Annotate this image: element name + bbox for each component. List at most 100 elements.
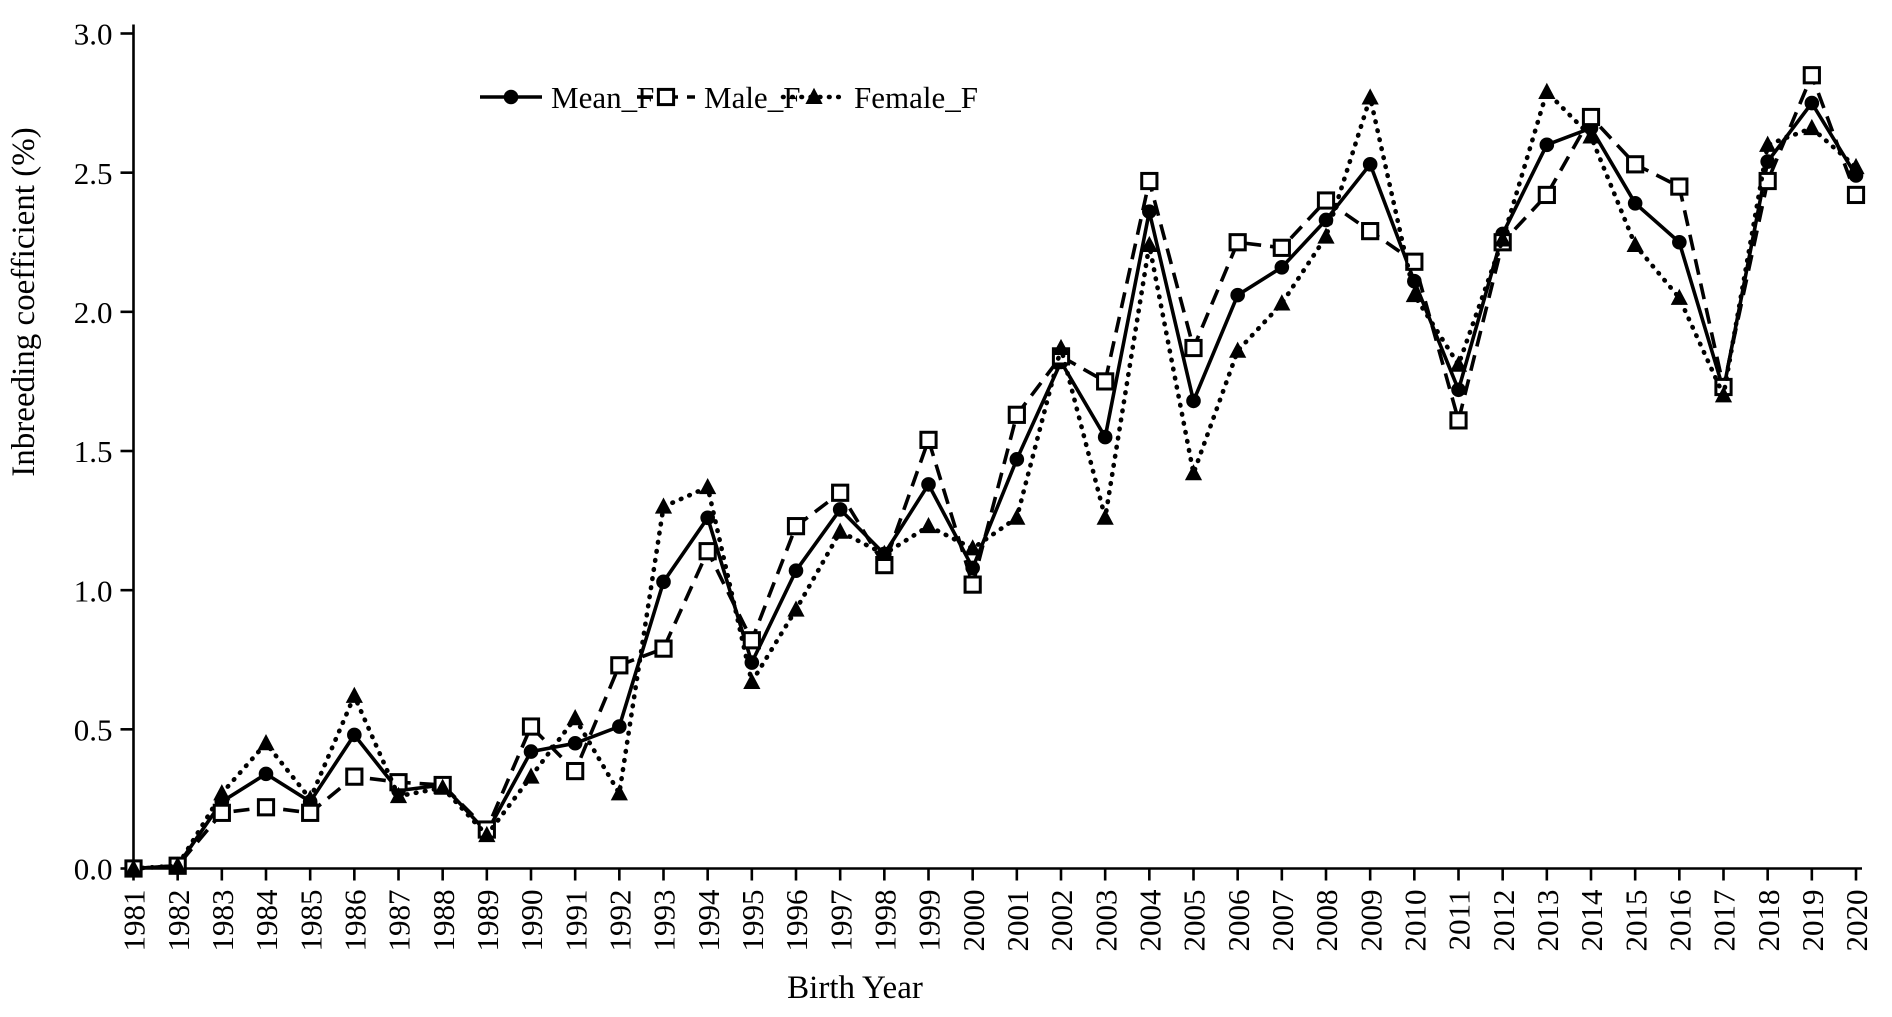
data-point-triangle [654,497,673,514]
data-point-square [1405,252,1424,271]
data-point-triangle [1759,135,1777,152]
x-tick-label: 1985 [293,890,328,952]
x-tick-label: 1991 [558,890,593,952]
series-line-mean_f [133,99,1858,871]
data-point-square [963,575,982,594]
data-point-square [301,803,320,822]
data-point-triangle [699,477,717,495]
data-point-square [919,430,938,449]
data-point-triangle [124,859,143,876]
x-tick-label: 2017 [1707,890,1742,952]
x-tick-label: 1994 [691,889,726,952]
data-point-circle [656,574,671,590]
x-tick-label: 2012 [1486,890,1521,952]
data-point-triangle [964,539,982,556]
x-tick-label: 1988 [426,890,461,952]
data-point-square [1670,177,1689,196]
data-point-square [212,803,231,822]
data-point-triangle [1361,88,1379,105]
x-tick-label: 1998 [867,890,902,952]
data-point-triangle [610,784,628,801]
data-point-square [1184,338,1203,358]
data-point-circle [1451,382,1466,398]
x-tick-label: 2014 [1574,889,1609,952]
x-tick-label: 1981 [117,890,152,952]
x-tick-label: 1982 [161,890,196,952]
data-point-triangle [1184,464,1203,481]
data-point-circle [1009,452,1025,467]
data-point-triangle [301,789,319,806]
data-point-square [1802,66,1821,85]
data-point-square [1758,171,1777,191]
data-point-circle [832,502,848,517]
data-point-square [1626,155,1645,174]
data-point-square [1007,405,1026,424]
data-point-triangle [1582,127,1600,144]
x-tick-label: 1983 [205,890,240,952]
legend-item-mean_f: Mean_F [480,80,654,115]
data-point-triangle [389,786,408,804]
data-point-circle [1804,95,1820,111]
series-line-female_f [131,87,1859,871]
data-point-triangle [213,784,231,801]
x-tick-label: 1992 [602,890,637,952]
data-point-square [656,87,676,107]
data-point-square [1272,238,1291,257]
data-point-circle [1230,287,1245,303]
data-point-triangle [1229,341,1247,358]
data-point-square [1096,372,1115,391]
data-point-circle [1760,154,1775,169]
data-point-triangle [1096,508,1114,525]
data-point-triangle [1405,285,1423,303]
x-tick-label: 1996 [779,890,814,952]
data-point-circle [567,735,583,751]
x-tick-label: 2013 [1530,890,1565,952]
data-point-square [1537,185,1556,205]
data-point-circle [1274,260,1290,275]
data-point-square [698,542,717,561]
y-tick-label: 1.5 [74,434,113,469]
x-tick-label: 2019 [1795,890,1830,952]
data-point-triangle [1494,230,1512,247]
data-point-triangle [875,544,893,561]
series-female-f [124,82,1865,876]
data-point-square [1361,222,1380,241]
data-point-circle [612,719,627,734]
y-tick-label: 2.0 [74,295,113,330]
x-tick-label: 1984 [249,889,284,952]
series-male-f [124,66,1866,878]
x-tick-label: 2001 [1000,890,1035,952]
data-point-triangle [919,516,938,534]
data-point-triangle [1803,118,1821,136]
data-point-triangle [831,522,849,539]
data-point-triangle [1670,288,1688,305]
data-point-triangle [1847,157,1865,175]
data-point-circle [1672,234,1687,250]
data-point-triangle [434,778,452,795]
data-point-triangle [1273,294,1291,311]
data-point-square [786,517,806,536]
data-point-triangle [345,686,363,703]
y-tick-label: 1.0 [74,573,113,608]
x-tick-label: 2006 [1221,890,1256,952]
x-tick-label: 2000 [956,890,991,952]
y-tick-label: 0.0 [74,852,113,887]
data-point-circle [1539,137,1555,153]
data-point-circle [1627,195,1643,211]
legend-item-male_f: Male_F [637,80,800,115]
data-point-circle [788,563,804,578]
data-point-triangle [566,709,584,726]
x-tick-label: 2016 [1662,890,1697,952]
x-tick-label: 2004 [1132,889,1167,952]
data-point-triangle [805,87,823,104]
data-point-square [1228,233,1247,252]
x-tick-label: 2011 [1442,890,1477,951]
data-point-triangle [787,600,805,617]
data-point-triangle [1052,338,1070,356]
data-point-square [831,483,850,502]
x-axis-ticks: 1981 1982 1983 1984 1985 1986 1987 1988 1989 1990… [117,868,1874,952]
data-point-square [742,631,761,650]
x-tick-label: 2018 [1751,890,1786,952]
data-point-triangle [1626,235,1644,253]
